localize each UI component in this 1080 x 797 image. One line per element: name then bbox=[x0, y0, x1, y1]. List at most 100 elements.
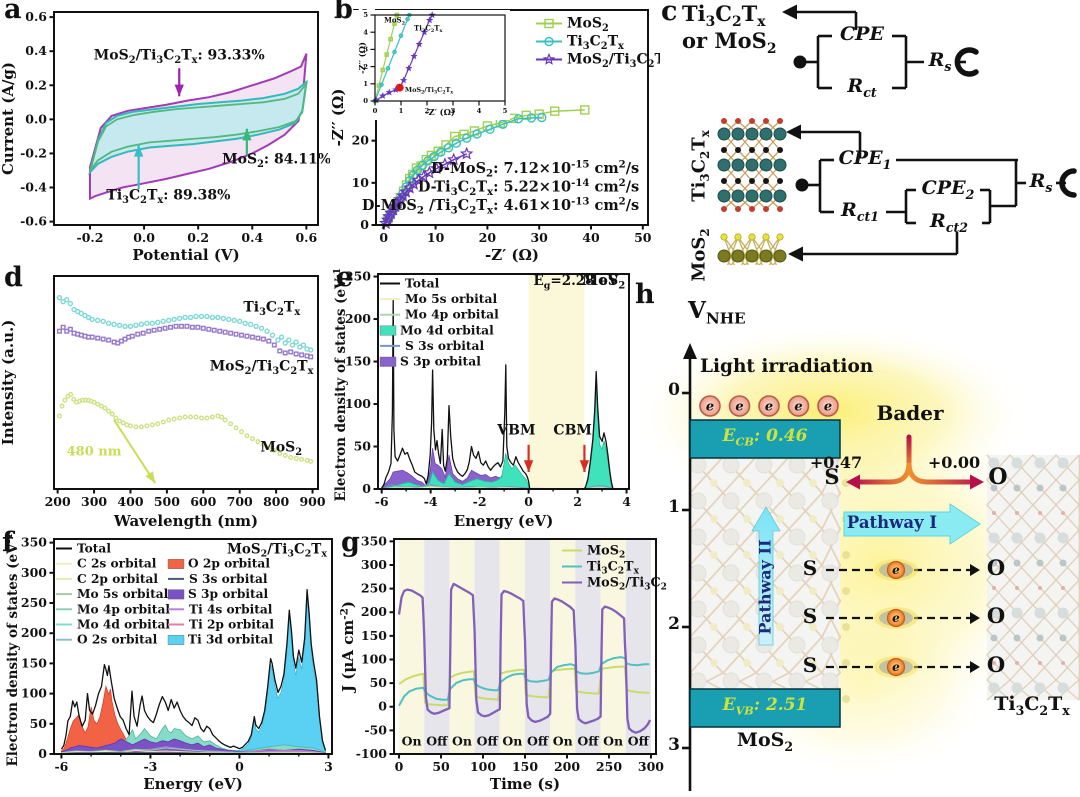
svg-text:0: 0 bbox=[363, 97, 368, 105]
panel-c-equivalent-circuits: Ti3C2Tx or MoS2 CPE Rct Rs CPE1 Rct1 CPE… bbox=[660, 0, 1080, 282]
svg-text:100: 100 bbox=[21, 686, 47, 701]
a-chart-svg: -0.2 0.0 0.2 0.4 0.6 -0.6 -0.4 -0.2 0.0 0.2 0.4 0.6… bbox=[0, 9, 331, 264]
svg-text:0.0: 0.0 bbox=[25, 111, 47, 126]
svg-text:0.4: 0.4 bbox=[241, 230, 263, 245]
svg-text:MoS2/Ti3C2Tx: 93.33%: MoS2/Ti3C2Tx: 93.33% bbox=[94, 48, 265, 66]
svg-text:150: 150 bbox=[21, 655, 47, 670]
bader-charge-right: +0.00 bbox=[927, 453, 981, 472]
svg-text:300: 300 bbox=[21, 565, 47, 580]
svg-text:MoS2: MoS2 bbox=[582, 272, 625, 291]
ecb-label: ECB: 0.46 bbox=[722, 426, 808, 449]
svg-text:0.2: 0.2 bbox=[187, 230, 209, 245]
svg-text:500: 500 bbox=[154, 494, 180, 509]
svg-text:250: 250 bbox=[596, 759, 622, 774]
o-site-label-top: O bbox=[988, 464, 1008, 490]
svg-text:e: e bbox=[892, 563, 900, 577]
svg-text:CBM: CBM bbox=[553, 423, 591, 439]
svg-text:250: 250 bbox=[361, 581, 387, 596]
svg-text:O 2s orbital: O 2s orbital bbox=[77, 633, 158, 647]
svg-text:MoS2: MoS2 bbox=[260, 440, 302, 458]
s-site-label: S bbox=[802, 653, 818, 677]
pathway2-label: Pathway II bbox=[755, 539, 775, 635]
axis-tick-3: 3 bbox=[668, 735, 680, 755]
e-chart-svg: -6 -4 -2 0 2 4 0 50 100 150 200 250 Energy (eV) Elect… bbox=[332, 262, 631, 531]
svg-text:MoS2/Ti3C2Tx: MoS2/Ti3C2Tx bbox=[567, 52, 660, 70]
svg-text:30: 30 bbox=[530, 230, 548, 245]
svg-text:Electron density of states (eV: Electron density of states (eV-1) bbox=[332, 268, 349, 502]
svg-text:e: e bbox=[706, 400, 714, 415]
svg-text:O 2p orbital: O 2p orbital bbox=[188, 557, 270, 571]
mos2-label: MoS2 bbox=[736, 729, 794, 754]
svg-text:-Z′′ (Ω): -Z′′ (Ω) bbox=[357, 42, 367, 74]
svg-text:Mo 4p orbital: Mo 4p orbital bbox=[405, 307, 499, 322]
svg-text:300: 300 bbox=[638, 759, 664, 774]
pathway1-label: Pathway I bbox=[846, 513, 938, 532]
svg-text:Total: Total bbox=[77, 542, 111, 556]
svg-text:350: 350 bbox=[361, 533, 387, 548]
svg-text:2: 2 bbox=[573, 494, 582, 509]
svg-text:-6: -6 bbox=[54, 759, 68, 774]
panel-d-uvvis-chart: 200 300 400 500 600 700 800 900 Wavelength (nm) I… bbox=[0, 268, 330, 531]
s-site-label-top: S bbox=[824, 464, 840, 489]
svg-text:-100: -100 bbox=[356, 746, 388, 761]
svg-text:e: e bbox=[735, 400, 743, 415]
svg-text:Intensity (a.u.): Intensity (a.u.) bbox=[0, 320, 17, 446]
svg-text:On: On bbox=[402, 733, 422, 748]
svg-text:200: 200 bbox=[21, 625, 47, 640]
svg-text:Off: Off bbox=[527, 733, 549, 748]
svg-text:50: 50 bbox=[354, 439, 372, 454]
svg-text:Ti 3d orbital: Ti 3d orbital bbox=[188, 633, 273, 647]
svg-text:250: 250 bbox=[345, 269, 371, 284]
svg-text:Ti3C2Tx: 89.38%: Ti3C2Tx: 89.38% bbox=[106, 187, 230, 205]
axis-tick-1: 1 bbox=[668, 497, 680, 517]
ti3c2tx-label: Ti3C2Tx bbox=[994, 693, 1070, 718]
svg-text:Ti3C2Tx: Ti3C2Tx bbox=[243, 300, 300, 318]
rs2-label: Rs bbox=[1029, 170, 1053, 195]
svg-text:3: 3 bbox=[324, 759, 333, 774]
svg-text:1: 1 bbox=[399, 107, 404, 115]
s-site-label: S bbox=[802, 604, 818, 628]
svg-text:50: 50 bbox=[634, 230, 652, 245]
svg-text:600: 600 bbox=[190, 494, 216, 509]
svg-text:MoS2: MoS2 bbox=[587, 544, 625, 561]
svg-text:40: 40 bbox=[582, 230, 600, 245]
svg-text:D-Ti3C2Tx: 5.22×10-14 cm2/s: D-Ti3C2Tx: 5.22×10-14 cm2/s bbox=[418, 177, 639, 198]
svg-text:S 3s orbital: S 3s orbital bbox=[405, 338, 485, 353]
panel-a-cv-chart: -0.2 0.0 0.2 0.4 0.6 -0.6 -0.4 -0.2 0.0 0.2 0.4 0.6… bbox=[0, 4, 331, 265]
svg-text:0: 0 bbox=[395, 759, 404, 774]
svg-text:Ti 4s orbital: Ti 4s orbital bbox=[189, 602, 273, 616]
svg-text:480 nm: 480 nm bbox=[67, 444, 122, 459]
side-label-mos2: MoS2 bbox=[688, 228, 713, 282]
svg-text:S 3p orbital: S 3p orbital bbox=[188, 587, 269, 601]
band-diagram-svg: e e e e e e e e bbox=[632, 323, 1080, 791]
svg-text:-0.4: -0.4 bbox=[20, 180, 47, 195]
svg-text:Off: Off bbox=[577, 733, 599, 748]
panel-label-b: b bbox=[334, 0, 353, 25]
svg-text:0: 0 bbox=[378, 699, 387, 714]
svg-text:3: 3 bbox=[363, 46, 368, 54]
svg-text:Current (A/g): Current (A/g) bbox=[0, 62, 17, 175]
svg-text:0.6: 0.6 bbox=[25, 9, 47, 24]
svg-text:-50: -50 bbox=[364, 722, 387, 737]
panel-label-f: f bbox=[2, 527, 14, 558]
a-series-2 bbox=[89, 80, 308, 172]
svg-text:0.2: 0.2 bbox=[25, 77, 47, 92]
svg-text:100: 100 bbox=[345, 396, 371, 411]
svg-text:900: 900 bbox=[299, 494, 325, 509]
svg-text:Off: Off bbox=[477, 733, 499, 748]
svg-text:Off: Off bbox=[426, 733, 448, 748]
panel-e-dos-mos2-chart: -6 -4 -2 0 2 4 0 50 100 150 200 250 Energy (eV) Elect… bbox=[332, 262, 635, 531]
b_inset-chart-svg: 0 1 2 3 4 5 0 1 2 3 4 5 -Z′ (Ω) -Z′′ (Ω) MoS2 Ti3C2Tx Mo… bbox=[352, 10, 510, 120]
svg-text:-Z′′ (Ω): -Z′′ (Ω) bbox=[330, 89, 347, 147]
svg-text:100: 100 bbox=[361, 651, 387, 666]
panel-g-photocurrent-chart: 0 50 100 150 200 250 300 -100 -50 0 50 100 150 200 250… bbox=[338, 533, 682, 794]
svg-text:Total: Total bbox=[405, 276, 440, 291]
svg-text:250: 250 bbox=[21, 595, 47, 610]
material-label-or-mos2: or MoS2 bbox=[682, 28, 777, 58]
svg-text:50: 50 bbox=[370, 675, 388, 690]
svg-text:Mo 4d orbital: Mo 4d orbital bbox=[77, 618, 170, 632]
svg-text:D-MoS2: 7.12×10-15 cm2/s: D-MoS2: 7.12×10-15 cm2/s bbox=[431, 159, 639, 180]
svg-text:Ti3C2Tx: Ti3C2Tx bbox=[587, 560, 640, 577]
material-label-ti3c2tx: Ti3C2Tx bbox=[682, 1, 766, 31]
